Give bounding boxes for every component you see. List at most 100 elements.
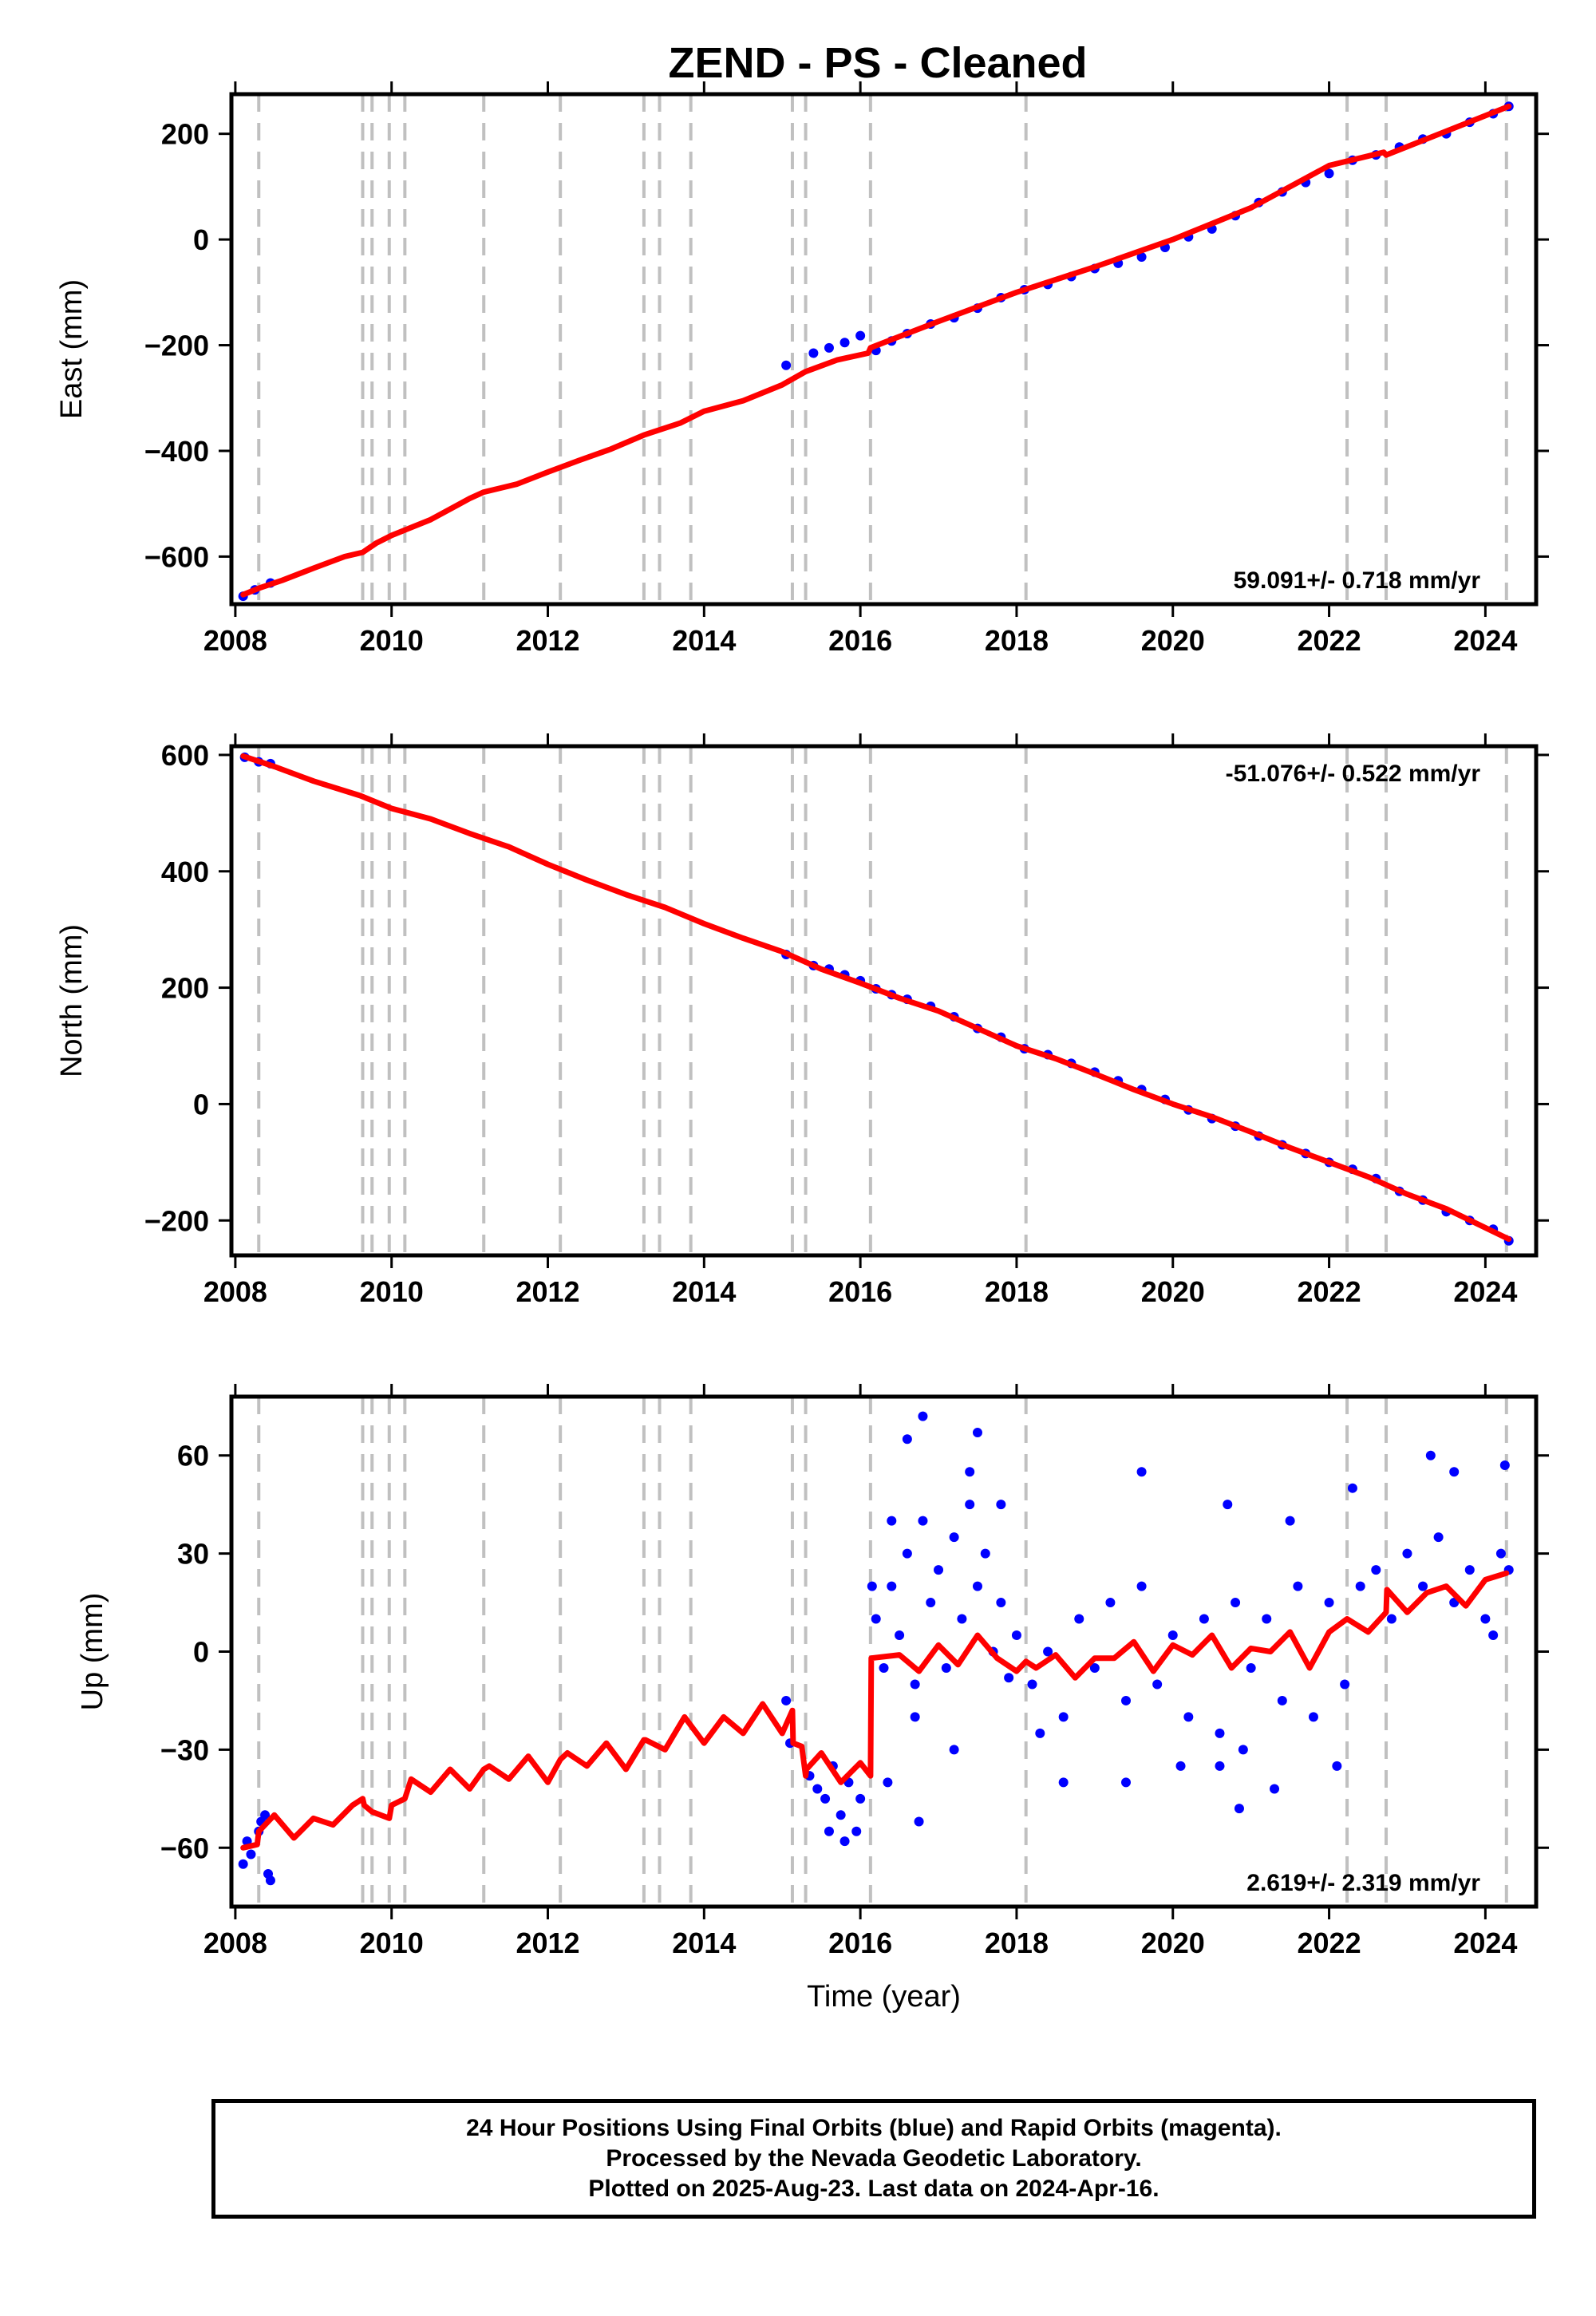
up-y-axis-label: Up (mm) xyxy=(76,1593,109,1711)
up-data-point xyxy=(1332,1761,1342,1771)
east-x-tick-label: 2010 xyxy=(360,624,424,657)
up-data-point xyxy=(1152,1679,1163,1690)
north-x-tick-label: 2024 xyxy=(1453,1275,1517,1308)
up-data-point xyxy=(812,1784,823,1794)
east-x-tick-label: 2024 xyxy=(1453,624,1517,657)
footer-line-processed-by: Processed by the Nevada Geodetic Laborat… xyxy=(606,2145,1142,2172)
up-data-point xyxy=(996,1598,1006,1608)
up-data-point xyxy=(1293,1581,1303,1591)
up-data-point xyxy=(918,1516,928,1526)
up-data-point xyxy=(914,1816,924,1827)
up-data-point xyxy=(1347,1483,1357,1493)
up-data-point xyxy=(1223,1500,1233,1510)
up-data-point xyxy=(1464,1565,1475,1575)
up-x-tick-label: 2024 xyxy=(1453,1927,1517,1959)
up-data-point xyxy=(1418,1581,1428,1591)
up-data-point xyxy=(1246,1662,1256,1673)
up-data-point xyxy=(1183,1712,1194,1722)
east-y-tick-label: −600 xyxy=(144,540,209,573)
east-y-tick-label: 0 xyxy=(193,223,209,256)
up-data-point xyxy=(781,1695,792,1705)
footer-line-orbits: 24 Hour Positions Using Final Orbits (bl… xyxy=(466,2115,1282,2141)
up-x-tick-label: 2014 xyxy=(672,1927,736,1959)
up-data-point xyxy=(265,1875,275,1886)
up-data-point xyxy=(820,1793,831,1804)
up-x-tick-label: 2022 xyxy=(1298,1927,1361,1959)
up-data-point xyxy=(1425,1450,1436,1460)
east-plot-area xyxy=(238,94,1514,604)
east-x-tick-label: 2018 xyxy=(985,624,1049,657)
up-data-point xyxy=(1231,1598,1241,1608)
up-data-point xyxy=(1324,1598,1334,1608)
east-data-point xyxy=(1324,168,1334,179)
north-plot-frame xyxy=(229,744,1539,1258)
figure-title: ZEND - PS - Cleaned xyxy=(668,39,1087,87)
up-data-point xyxy=(1058,1712,1069,1722)
up-data-point xyxy=(1074,1614,1084,1624)
up-data-point xyxy=(871,1614,881,1624)
north-y-tick-label: 600 xyxy=(161,739,209,772)
up-data-point xyxy=(902,1548,912,1559)
up-data-point xyxy=(965,1500,975,1510)
up-data-point xyxy=(1121,1777,1132,1788)
north-y-axis-label: North (mm) xyxy=(55,924,89,1077)
east-data-point xyxy=(855,330,866,341)
up-data-point xyxy=(839,1836,850,1847)
north-panel: 2008 2010 2012 2014 2016 2018 2020 2022 2024 −200… xyxy=(55,733,1549,1308)
up-data-point xyxy=(1308,1712,1318,1722)
up-x-tick-label: 2012 xyxy=(516,1927,579,1959)
up-data-point xyxy=(1215,1728,1225,1738)
up-data-point xyxy=(1105,1598,1116,1608)
up-data-point xyxy=(972,1581,982,1591)
north-x-tick-label: 2022 xyxy=(1298,1275,1361,1308)
north-x-tick-label: 2012 xyxy=(516,1275,579,1308)
up-y-tick-label: −60 xyxy=(160,1832,209,1864)
up-data-point xyxy=(926,1598,936,1608)
north-x-tick-label: 2018 xyxy=(985,1275,1049,1308)
up-data-point xyxy=(965,1467,975,1477)
up-data-point xyxy=(1402,1548,1412,1559)
east-y-tick-label: −400 xyxy=(144,435,209,468)
up-data-point xyxy=(1355,1581,1365,1591)
east-data-point xyxy=(781,360,792,370)
up-data-point xyxy=(1270,1784,1280,1794)
up-y-tick-label: 30 xyxy=(177,1538,209,1571)
east-x-tick-label: 2014 xyxy=(672,624,736,657)
up-data-point xyxy=(883,1777,893,1788)
up-data-point xyxy=(1035,1728,1045,1738)
up-data-point xyxy=(1121,1695,1132,1705)
east-x-tick-label: 2016 xyxy=(828,624,892,657)
up-data-point xyxy=(949,1532,959,1543)
up-x-tick-label: 2008 xyxy=(203,1927,267,1959)
up-data-point xyxy=(1238,1745,1248,1755)
east-y-tick-label: −200 xyxy=(144,330,209,362)
up-data-point xyxy=(879,1662,889,1673)
up-data-point xyxy=(1495,1548,1506,1559)
up-data-point xyxy=(824,1826,834,1836)
north-rate-annotation: -51.076+/- 0.522 mm/yr xyxy=(1226,761,1481,787)
up-data-point xyxy=(910,1712,920,1722)
up-data-point xyxy=(1089,1662,1100,1673)
north-x-tick-label: 2010 xyxy=(360,1275,424,1308)
up-data-point xyxy=(260,1810,271,1820)
up-data-point xyxy=(1004,1673,1014,1683)
up-data-point xyxy=(867,1581,877,1591)
up-data-point xyxy=(1215,1761,1225,1771)
east-model-line xyxy=(240,103,1512,598)
up-data-point xyxy=(1043,1646,1053,1657)
east-x-tick-label: 2020 xyxy=(1141,624,1205,657)
up-data-point xyxy=(972,1428,982,1438)
up-data-point xyxy=(1175,1761,1186,1771)
up-data-point xyxy=(1199,1614,1209,1624)
up-data-point xyxy=(1011,1630,1021,1641)
up-data-point xyxy=(1371,1565,1381,1575)
up-data-point xyxy=(934,1565,944,1575)
up-data-point xyxy=(895,1630,905,1641)
east-data-point xyxy=(824,342,834,353)
east-data-point xyxy=(1136,251,1147,262)
up-data-point xyxy=(1285,1516,1295,1526)
up-data-point xyxy=(1234,1804,1244,1814)
up-data-point xyxy=(902,1434,912,1445)
north-y-tick-label: 0 xyxy=(193,1088,209,1120)
up-data-point xyxy=(246,1849,256,1860)
